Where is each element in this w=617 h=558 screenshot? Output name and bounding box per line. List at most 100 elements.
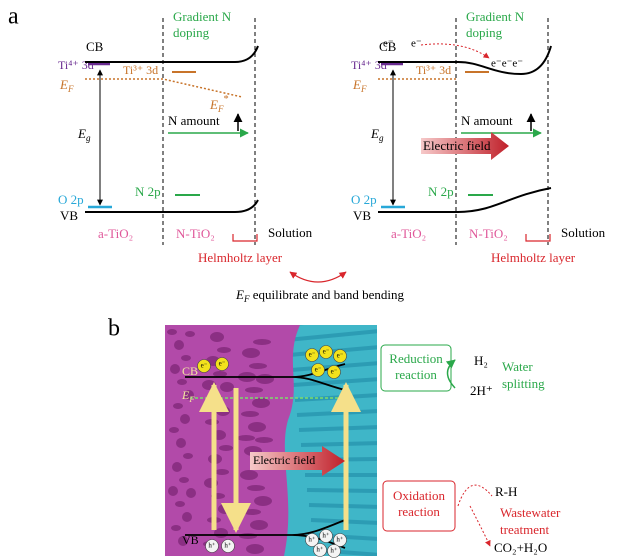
pore (256, 374, 274, 384)
pore (250, 520, 268, 530)
pore (218, 504, 232, 514)
electron-flow (421, 44, 489, 58)
label: e⁻ (315, 366, 322, 374)
label: e⁻ (201, 362, 208, 370)
label: Solution (561, 225, 606, 240)
label: h⁺ (308, 536, 316, 544)
cb-band (378, 46, 551, 74)
pore (247, 485, 265, 491)
pore (252, 398, 270, 408)
label: EF (352, 77, 367, 94)
label: a-TiO₂ (391, 226, 426, 241)
label: N 2p (428, 184, 454, 199)
text-line: treatment (500, 522, 549, 537)
pore (172, 462, 182, 472)
cb-band (85, 46, 258, 62)
pore (169, 427, 179, 433)
text-line: Gradient N (466, 9, 525, 24)
helmholtz-bracket (233, 234, 257, 241)
label: Helmholtz layer (198, 250, 283, 265)
label: VB (353, 208, 371, 223)
pore (240, 470, 258, 480)
symbol: E (370, 126, 379, 141)
label: Ti³⁺ 3d (123, 63, 158, 77)
pore (246, 544, 264, 554)
symbol: E (352, 77, 361, 92)
pore (239, 533, 257, 539)
label: H₂ (474, 353, 488, 368)
pore (174, 340, 184, 350)
label: Wastewater treatment (500, 505, 561, 537)
pore (219, 445, 233, 451)
subscript: F (67, 84, 74, 94)
equilibrate-arrow (290, 272, 346, 282)
label: e⁻ (323, 348, 330, 356)
label: Eg (77, 126, 91, 143)
label: N amount (168, 113, 220, 128)
pore (180, 414, 190, 424)
pore (167, 329, 177, 335)
label: h⁺ (316, 546, 324, 554)
label: e⁻ (411, 38, 422, 50)
text-line: Gradient N (173, 9, 232, 24)
pore (243, 509, 261, 515)
label: EF equilibrate and band bending (235, 287, 405, 304)
pore (179, 477, 189, 483)
label: h⁺ (322, 532, 330, 540)
label: e⁻ (337, 352, 344, 360)
text-line: Oxidation (393, 488, 445, 503)
pore (185, 331, 195, 337)
pore (216, 406, 230, 416)
text-line: Wastewater (500, 505, 561, 520)
label: Reductionreaction (389, 351, 443, 382)
pore (182, 512, 192, 522)
label: N-TiO₂ (176, 226, 215, 241)
symbol: E (209, 97, 218, 112)
pore (181, 355, 191, 361)
text-line: splitting (502, 376, 545, 391)
oxidation-arrow (458, 485, 492, 546)
pore (255, 437, 273, 443)
text-line: Reduction (389, 351, 443, 366)
pore (176, 438, 186, 448)
label: Ti³⁺ 3d (416, 63, 451, 77)
pore (170, 364, 180, 374)
pore (173, 403, 183, 409)
symbol: E (59, 77, 68, 92)
pore (254, 496, 272, 506)
helmholtz-bracket (526, 234, 550, 241)
label: h⁺ (208, 542, 216, 550)
label: Electric field (253, 453, 315, 467)
label: e⁻ (383, 38, 394, 50)
subscript: g (86, 133, 91, 143)
pore (248, 422, 266, 432)
pore (210, 332, 224, 342)
label: CO₂+H₂O (494, 540, 547, 555)
text-line: doping (466, 25, 503, 40)
label: e⁻ (309, 351, 316, 359)
text-line: Water (502, 359, 533, 374)
label: VB (60, 208, 78, 223)
symbol: E (77, 126, 86, 141)
cb-label: CB (182, 364, 198, 378)
pore (183, 453, 193, 459)
nanowire (301, 443, 380, 445)
label: Helmholtz layer (491, 250, 576, 265)
label: h⁺ (336, 536, 344, 544)
pore (253, 339, 271, 345)
pore (215, 469, 229, 475)
pore (242, 348, 260, 358)
pore (249, 363, 267, 369)
label: Eg (370, 126, 384, 143)
label: e⁻ (219, 360, 226, 368)
text-line: reaction (398, 504, 440, 519)
pore (245, 387, 263, 393)
panel-label: a (8, 4, 19, 30)
superscript: * (224, 94, 229, 105)
caption-text: equilibrate and band bending (250, 287, 405, 302)
label: Solution (268, 225, 313, 240)
label: N 2p (135, 184, 161, 199)
